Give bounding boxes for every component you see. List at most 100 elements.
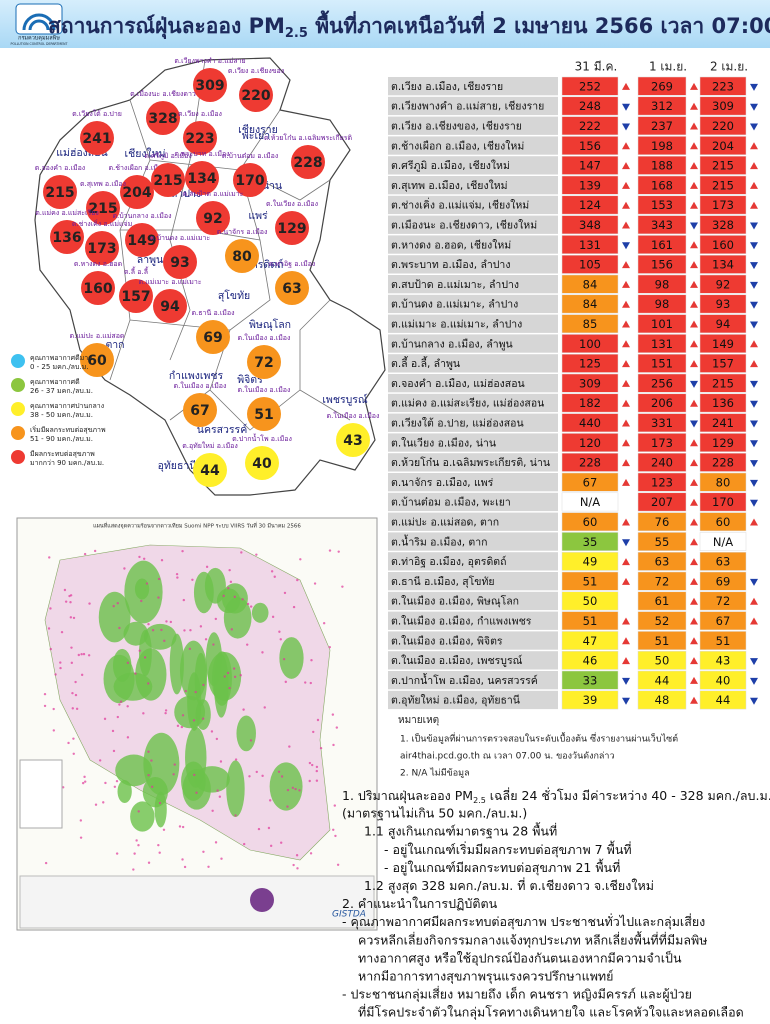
pm-bubble [193,68,227,102]
legend-range: มากกว่า 90 มคก./ลบ.ม. [30,459,104,467]
forest-patch [226,760,245,817]
hotspot [126,705,129,708]
value-cell [561,571,619,591]
value-cell [699,334,747,353]
value-cell [637,373,687,393]
hotspot [183,629,186,632]
station-label: ต.เวียงใต้ อ.ปาย [72,109,122,118]
trend-down [750,499,758,507]
trend-up [690,181,698,189]
hotspot [310,659,313,662]
trend-down [750,658,758,666]
province-label: กำแพงเพชร [169,370,224,382]
value-cell [699,452,747,472]
summary-line: - อยู่ในเกณฑ์เริ่มมีผลกระทบต่อสุขภาพ 7 พ… [384,840,632,858]
value-cell [699,591,747,611]
legend-range: 51 - 90 มคก./ลบ.ม. [30,435,93,443]
value-text: 101 [651,317,673,331]
value-text: 228 [712,456,734,470]
summary-line: ทางอากาศสูง หรือใช้อุปกรณ์ป้องกันตนเองหา… [358,950,682,966]
hotspot [181,858,184,861]
value-cell [699,413,747,433]
logo-arc [22,13,56,31]
value-cell [561,492,619,512]
value-text: 223 [712,79,734,93]
trend-up [622,300,630,308]
value-text: 139 [579,178,601,192]
trend-up [622,340,630,348]
pm-bubble [247,345,281,379]
province-label: สุโขทัย [218,289,250,302]
hotspot [160,628,163,632]
value-text: 309 [579,376,601,390]
trend-down [690,222,698,230]
value-cell [699,433,747,452]
trend-up [690,676,698,684]
hotspot [270,570,274,573]
hotspot [202,683,205,687]
value-cell [699,551,747,571]
pm-bubble [196,320,230,354]
pm-value: 69 [203,330,222,346]
province-label: แพร่ [248,210,268,222]
trend-up [622,577,630,585]
station-name: ต.บ้านดง อ.แม่เมาะ, ลำปาง [391,299,518,311]
hotspot [169,620,173,624]
value-text: 343 [651,218,673,232]
hotspot [336,863,340,866]
station-label: ต.ปากน้ำโพ อ.เมือง [232,432,292,443]
pm-bubble [85,231,119,265]
station-label: ต.ในเวียง อ.เมือง [266,199,318,208]
hotspot [71,707,74,710]
value-cell [561,670,619,690]
hotspot [79,819,83,822]
station-label: ต.แม่เมาะ อ.แม่เมาะ [138,278,201,286]
value-text: 153 [651,198,673,212]
value-cell [699,393,747,413]
hotspot [47,627,51,630]
value-text: 331 [651,416,673,430]
station-cell [388,294,558,314]
value-cell [699,670,747,690]
pm-bubble [193,453,227,487]
trend-down [622,677,630,685]
pm-value: 40 [252,456,272,472]
station-label: ต.ห้วยโก๋น อ.เฉลิมพระเกียรติ [264,133,353,142]
value-cell [561,136,619,155]
hotspot [246,643,249,646]
station-cell [388,512,558,531]
station-name: ต.ธานี อ.เมือง, สุโขทัย [391,575,495,588]
hotspot [283,591,287,595]
value-text: 84 [583,297,598,311]
trend-up [622,419,630,427]
hotspot [204,638,208,641]
hotspot [341,585,344,588]
hotspot [295,854,299,857]
pm-value: 215 [88,201,117,217]
hotspot [223,675,226,678]
trend-up [622,617,630,625]
value-text: 215 [712,178,734,192]
hotspot [80,653,83,656]
hotspot [52,707,55,711]
trend-up [622,82,630,90]
trend-down [622,103,630,111]
value-cell [699,532,747,551]
value-cell [699,373,747,393]
hotspot [226,671,230,675]
forest-patch [214,654,229,718]
station-cell [388,453,558,472]
value-cell [699,96,747,116]
value-text: 309 [712,99,734,113]
hotspot [279,841,283,844]
station-label: ต.เวียง อ.เชียงของ [228,67,284,75]
hotspot [228,686,231,690]
trend-up [690,360,698,368]
summary-line: ควรหลีกเลี่ยงกิจกรรมกลางแจ้งทุกประเภท หล… [358,930,708,948]
trend-up [622,439,630,447]
hotspot [150,759,153,762]
hotspot [219,760,223,763]
hotspot [112,604,115,608]
station-cell [388,116,558,135]
hotspot [234,814,237,817]
